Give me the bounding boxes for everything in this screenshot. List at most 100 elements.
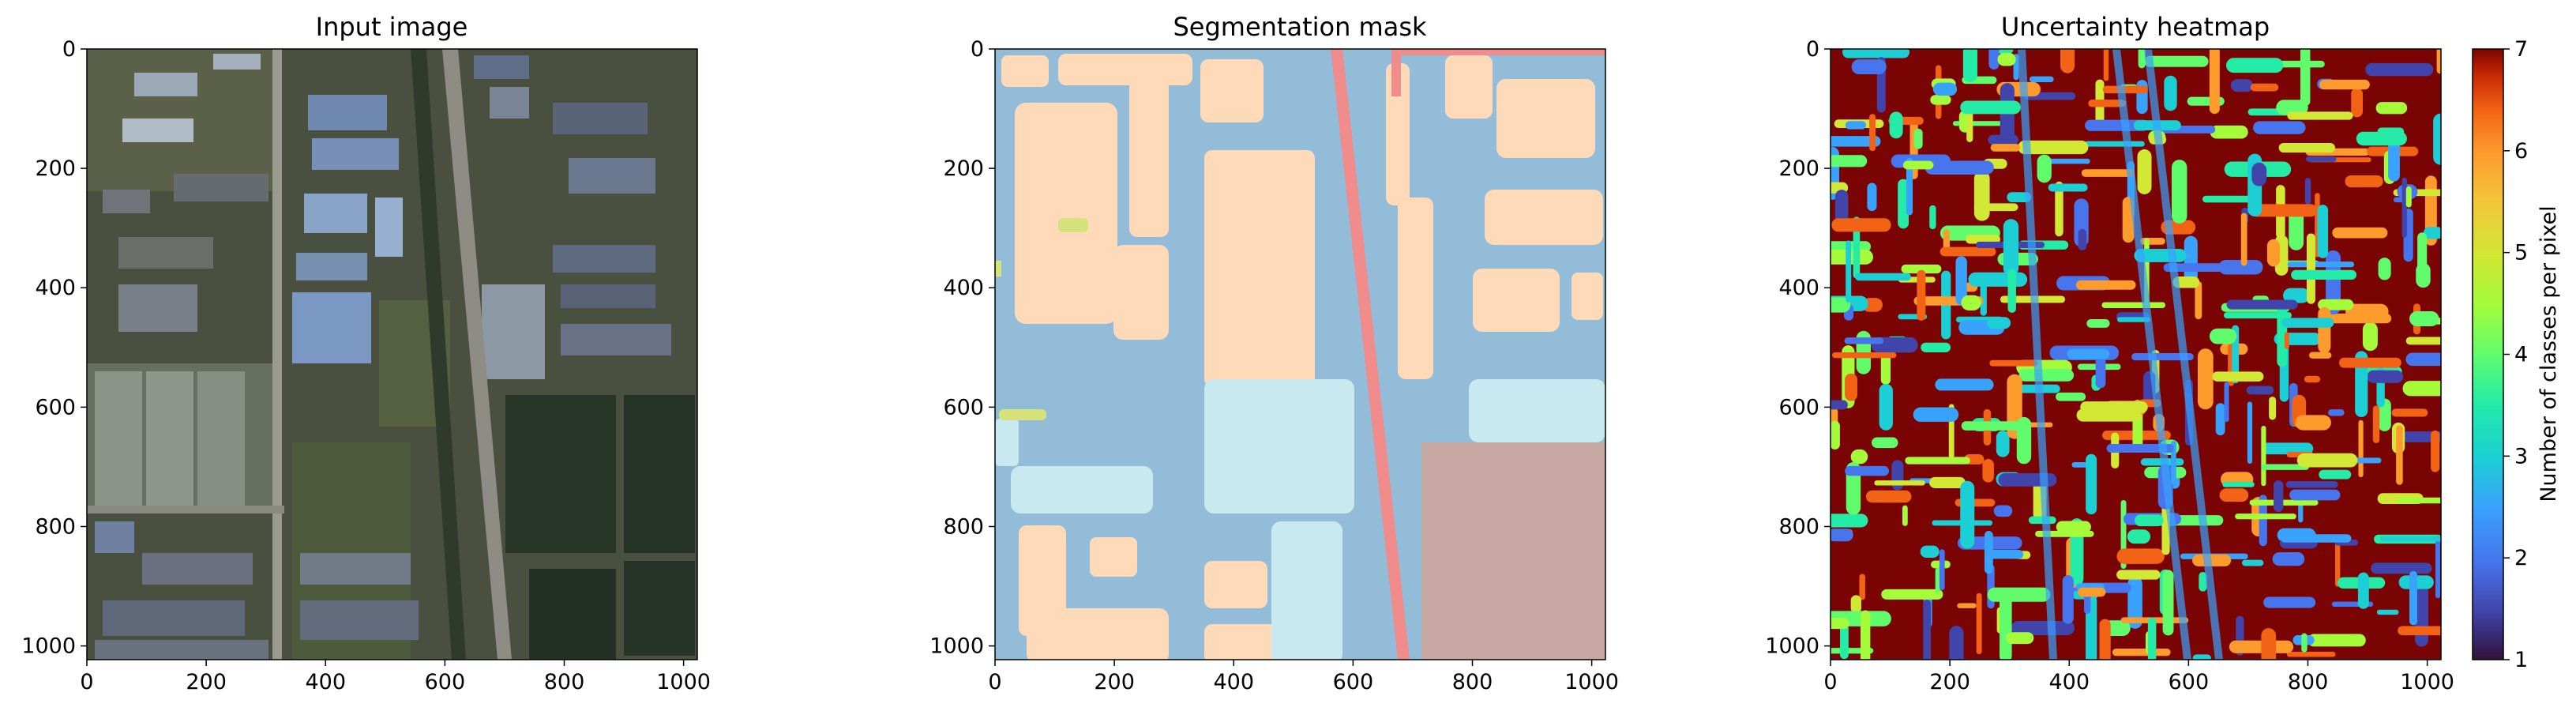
- panel-title: Input image: [316, 12, 468, 42]
- uncertainty-blob: [1845, 465, 1890, 476]
- aerial-photo: [87, 49, 697, 660]
- uncertainty-blob: [2377, 127, 2405, 137]
- uncertainty-blob: [2095, 356, 2106, 389]
- x-tick-label: 600: [425, 670, 466, 694]
- uncertainty-blob: [1874, 480, 1925, 486]
- uncertainty-blob: [2116, 570, 2161, 580]
- axes-frame: [86, 48, 698, 660]
- uncertainty-band: [2112, 49, 2191, 660]
- colorbar-label: Number of classes per pixel: [2537, 205, 2561, 502]
- y-tick-label: 600: [943, 395, 984, 419]
- uncertainty-blob: [2088, 100, 2127, 107]
- uncertainty-blob: [2261, 425, 2266, 487]
- uncertainty-blob: [2212, 371, 2264, 382]
- uncertainty-blob: [2060, 49, 2075, 73]
- uncertainty-blob: [2085, 119, 2150, 131]
- y-tick-label: 1000: [21, 634, 76, 659]
- uncertainty-blob: [2202, 195, 2256, 203]
- uncertainty-blob: [2284, 332, 2289, 349]
- uncertainty-blob: [2086, 453, 2097, 515]
- y-tick-label: 800: [1778, 514, 1819, 539]
- uncertainty-blob: [2436, 49, 2441, 74]
- uncertainty-blob: [2171, 160, 2187, 224]
- uncertainty-band: [2144, 49, 2223, 660]
- uncertainty-blob: [2286, 651, 2336, 657]
- uncertainty-blob: [2195, 280, 2202, 320]
- x-tick-label: 1000: [1564, 670, 1619, 694]
- uncertainty-blob: [2192, 554, 2232, 566]
- uncertainty-blob: [1840, 623, 1849, 660]
- uncertainty-blob: [1851, 59, 1887, 75]
- colorbar-tick-label: 4: [2514, 343, 2528, 367]
- y-tick-label: 600: [35, 395, 76, 419]
- uncertainty-blob: [1966, 107, 1973, 142]
- uncertainty-blob: [2357, 572, 2369, 609]
- uncertainty-blob: [1831, 420, 1840, 450]
- y-tick-label: 400: [1778, 276, 1819, 300]
- uncertainty-blob: [2007, 269, 2016, 314]
- uncertainty-blob: [2291, 269, 2357, 280]
- uncertainty-blob: [2224, 382, 2229, 423]
- y-axis: 0 200 400 600 800 1000: [929, 37, 995, 659]
- uncertainty-blob: [1898, 179, 1909, 229]
- uncertainty-blob: [2102, 85, 2148, 94]
- uncertainty-blob: [2376, 609, 2399, 615]
- x-tick-label: 600: [2169, 670, 2210, 694]
- uncertainty-blob: [2397, 497, 2441, 504]
- x-tick-label: 200: [186, 670, 227, 694]
- uncertainty-blob: [2127, 576, 2142, 629]
- uncertainty-blob: [1997, 52, 2016, 66]
- uncertainty-blob: [2401, 177, 2407, 238]
- uncertainty-blob: [2263, 596, 2316, 608]
- uncertainty-blob: [2269, 397, 2277, 420]
- uncertainty-blob: [1924, 160, 1994, 175]
- uncertainty-blob: [2423, 227, 2441, 239]
- uncertainty-blob: [2367, 370, 2404, 383]
- uncertainty-blob: [1853, 216, 1861, 279]
- uncertainty-blob: [2289, 206, 2304, 250]
- y-tick-label: 0: [1806, 37, 1819, 62]
- colorbar-tick-label: 6: [2514, 139, 2528, 164]
- uncertainty-blob: [2261, 464, 2309, 470]
- uncertainty-blob: [2308, 634, 2366, 647]
- uncertainty-blob: [2192, 654, 2211, 660]
- uncertainty-blob: [2164, 75, 2177, 111]
- x-tick-label: 400: [2048, 670, 2090, 694]
- uncertainty-blob: [2086, 318, 2110, 328]
- uncertainty-image: [1831, 49, 2441, 660]
- uncertainty-blob: [2226, 299, 2298, 310]
- uncertainty-blob: [1842, 49, 1909, 58]
- uncertainty-blob: [2409, 570, 2417, 626]
- uncertainty-blob: [1923, 599, 1932, 660]
- uncertainty-blob: [1860, 610, 1871, 660]
- uncertainty-blob: [1960, 100, 2021, 115]
- uncertainty-blob: [1879, 383, 1893, 431]
- uncertainty-blob: [2304, 178, 2311, 205]
- uncertainty-blob: [2253, 121, 2306, 134]
- uncertainty-blob: [1989, 359, 2038, 367]
- uncertainty-blob: [2219, 488, 2249, 502]
- uncertainty-blob: [1929, 476, 1966, 488]
- uncertainty-blob: [2127, 529, 2151, 544]
- uncertainty-blob: [2006, 632, 2034, 645]
- uncertainty-blob: [2250, 83, 2279, 92]
- uncertainty-blob: [2056, 392, 2086, 401]
- uncertainty-blob: [1831, 218, 1891, 232]
- uncertainty-blob: [2365, 62, 2434, 77]
- uncertainty-blob: [1865, 490, 1912, 503]
- y-tick-label: 200: [35, 156, 76, 181]
- uncertainty-blob: [2075, 280, 2136, 290]
- uncertainty-blob: [1831, 618, 1849, 630]
- uncertainty-blob: [1930, 95, 1951, 105]
- uncertainty-blob: [2304, 375, 2321, 383]
- uncertainty-blob: [1891, 460, 1904, 491]
- uncertainty-blob: [2431, 430, 2440, 472]
- uncertainty-blob: [2230, 79, 2254, 92]
- uncertainty-blob: [2103, 49, 2109, 81]
- uncertainty-blob: [2135, 514, 2164, 527]
- uncertainty-blob: [2222, 481, 2255, 487]
- uncertainty-blob: [2409, 311, 2439, 326]
- uncertainty-blob: [1855, 273, 1911, 281]
- uncertainty-blob: [1929, 205, 1936, 230]
- x-tick-label: 0: [80, 670, 93, 694]
